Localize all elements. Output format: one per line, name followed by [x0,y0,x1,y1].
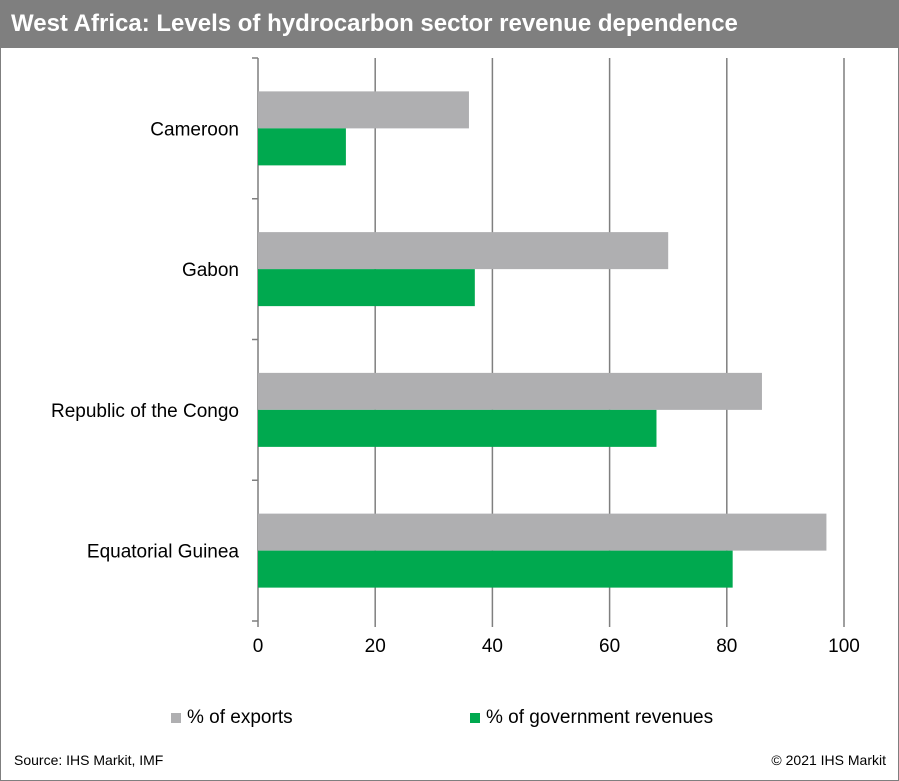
bar-government-2 [258,409,657,447]
legend-item-government: % of government revenues [470,707,713,729]
bar-government-0 [258,128,346,166]
x-tick-label-5: 100 [828,636,860,657]
bar-exports-1 [258,232,669,270]
bar-chart: 0 20 40 60 80 100 Cameroon Gabon Republic of the… [51,57,860,657]
bar-exports-2 [258,372,762,410]
x-tick-label-3: 60 [599,636,620,657]
x-tick-label-1: 20 [365,636,386,657]
legend-label-government: % of government revenues [486,707,714,728]
legend-swatch-exports [171,713,181,723]
bar-exports-3 [258,513,827,551]
source-note: Source: IHS Markit, IMF [14,752,164,768]
legend-swatch-government [470,713,480,723]
bar-government-1 [258,269,475,307]
category-label-0: Cameroon [150,119,239,140]
category-label-3: Equatorial Guinea [87,542,240,563]
legend-label-exports: % of exports [187,707,293,728]
category-label-2: Republic of the Congo [51,401,239,422]
x-tick-label-4: 80 [716,636,737,657]
x-tick-label-0: 0 [253,636,264,657]
bar-government-3 [258,550,733,588]
chart-title: West Africa: Levels of hydrocarbon secto… [11,10,738,37]
title-bar: West Africa: Levels of hydrocarbon secto… [1,1,898,48]
copyright-note: © 2021 IHS Markit [771,752,886,768]
category-label-1: Gabon [182,260,239,281]
x-tick-label-2: 40 [482,636,503,657]
legend-item-exports: % of exports [171,707,293,729]
bar-exports-0 [258,91,469,129]
